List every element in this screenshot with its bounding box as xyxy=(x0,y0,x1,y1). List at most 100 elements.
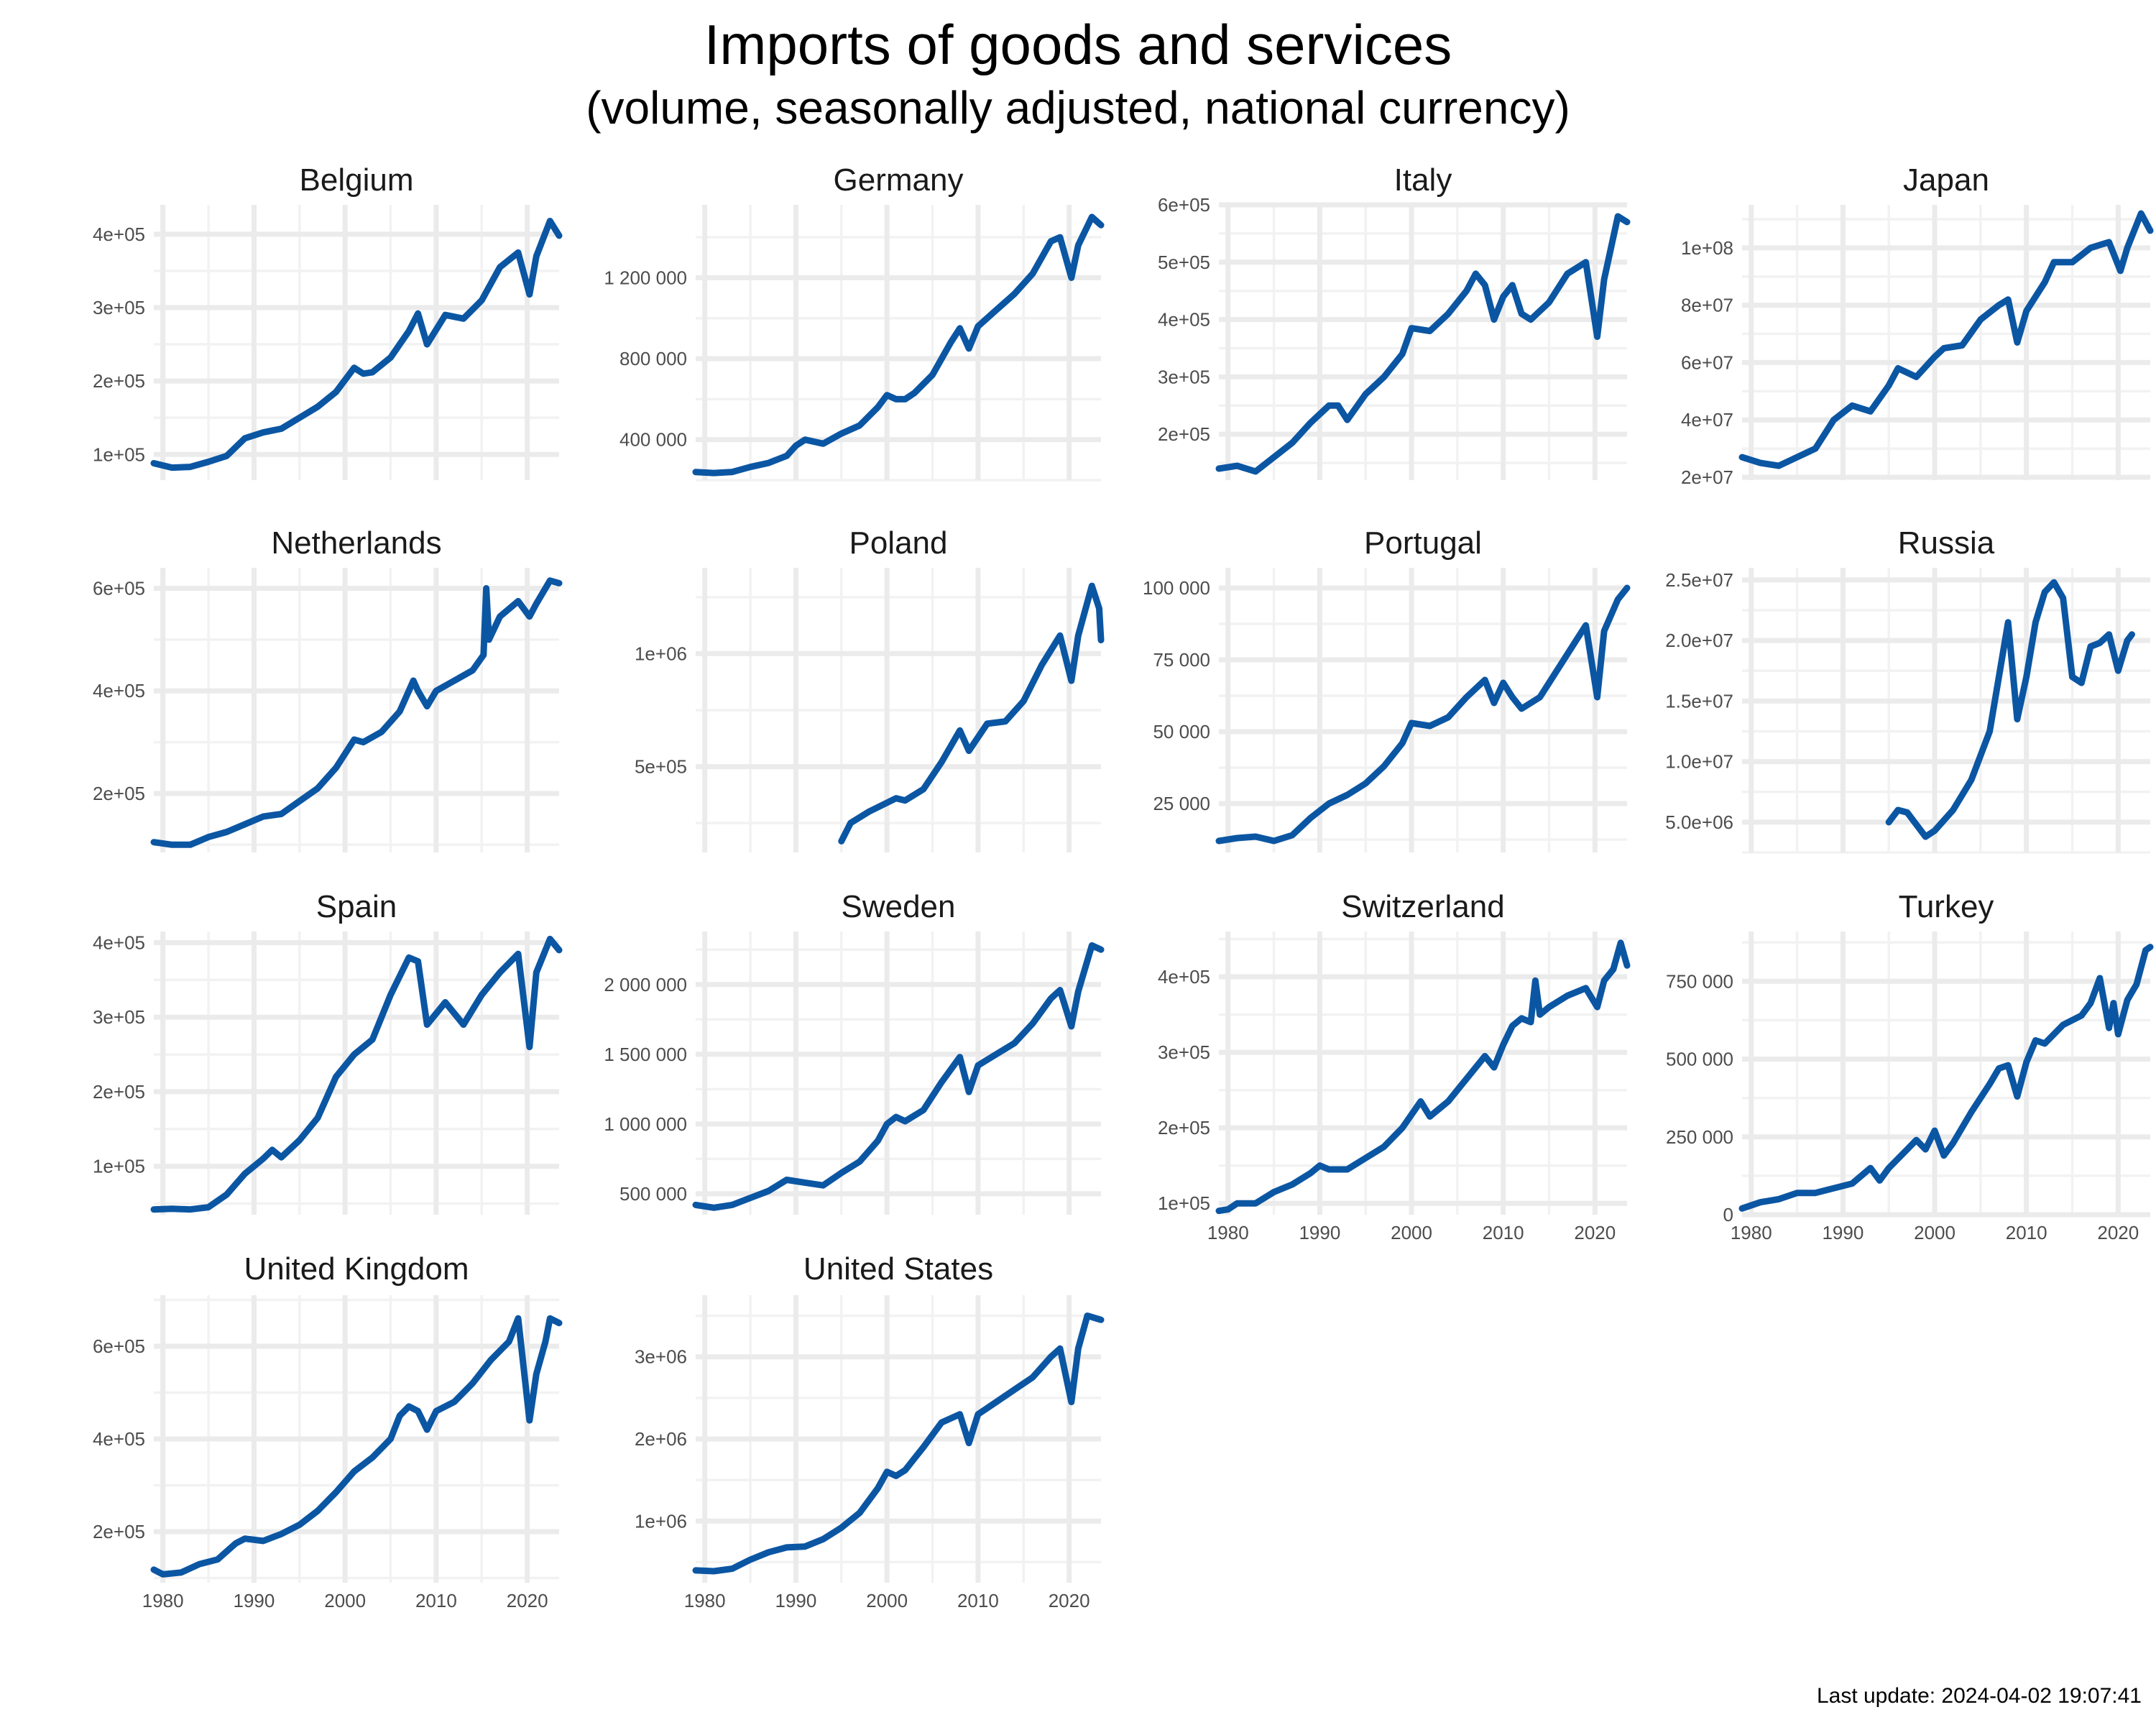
y-tick-label: 75 000 xyxy=(1153,649,1210,671)
y-tick-label: 25 000 xyxy=(1153,793,1210,814)
panel-japan: 2e+07 4e+07 6e+07 8e+07 1e+08 Japan xyxy=(1681,162,2154,488)
series-line xyxy=(838,582,1105,845)
panel-poland: 5e+05 1e+06 Poland xyxy=(635,525,1105,852)
y-tick-label: 6e+05 xyxy=(93,1335,145,1357)
x-tick-label: 2020 xyxy=(1574,1222,1616,1243)
y-tick-label: 2e+07 xyxy=(1681,466,1733,488)
panel-switzerland: 1e+05 2e+05 3e+05 4e+05 Switzerland 1980 1990 2… xyxy=(1158,889,1631,1243)
x-tick-label: 2010 xyxy=(415,1590,457,1611)
y-tick-label: 2e+05 xyxy=(93,370,145,392)
y-tick-label: 2.0e+07 xyxy=(1665,630,1733,651)
y-tick-label: 2.5e+07 xyxy=(1665,569,1733,591)
y-tick-label: 2e+05 xyxy=(93,1081,145,1103)
x-tick-label: 1990 xyxy=(775,1590,816,1611)
y-tick-label: 3e+05 xyxy=(1158,1041,1210,1063)
y-tick-label: 1e+08 xyxy=(1681,237,1733,259)
x-tick-label: 1980 xyxy=(1207,1222,1249,1243)
series-line xyxy=(150,935,563,1213)
panel-title: Turkey xyxy=(1899,889,1994,924)
series-line xyxy=(150,1315,563,1578)
y-tick-label: 3e+05 xyxy=(93,1006,145,1028)
panel-title: United States xyxy=(803,1251,993,1287)
panel-title: Japan xyxy=(1903,162,1989,198)
x-tick-label: 2010 xyxy=(2006,1222,2047,1243)
x-tick-label: 2020 xyxy=(507,1590,548,1611)
panel-netherlands: 2e+05 4e+05 6e+05 Netherlands xyxy=(93,525,563,852)
y-tick-label: 4e+05 xyxy=(93,224,145,245)
y-tick-label: 500 000 xyxy=(1666,1049,1733,1070)
series-line xyxy=(1215,584,1631,845)
series-line xyxy=(1738,944,2154,1212)
y-tick-label: 50 000 xyxy=(1153,721,1210,742)
series-line xyxy=(692,942,1105,1211)
panel-russia: 5.0e+06 1.0e+07 1.5e+07 2.0e+07 2.5e+07 Russi… xyxy=(1665,525,2150,854)
y-tick-label: 1e+05 xyxy=(93,1156,145,1177)
chart-title: Imports of goods and services xyxy=(704,13,1452,76)
y-tick-label: 3e+06 xyxy=(635,1346,687,1368)
y-tick-label: 4e+05 xyxy=(93,680,145,702)
y-tick-label: 1e+06 xyxy=(635,643,687,664)
y-tick-label: 250 000 xyxy=(1666,1126,1733,1148)
panel-italy: 2e+05 3e+05 4e+05 5e+05 6e+05 Italy xyxy=(1158,162,1631,480)
y-tick-label: 3e+05 xyxy=(1158,366,1210,387)
series-line xyxy=(150,577,563,848)
panel-title: Sweden xyxy=(841,889,955,924)
x-tick-label: 2000 xyxy=(866,1590,908,1611)
x-tick-label: 1980 xyxy=(684,1590,726,1611)
panel-united-states: 1e+06 2e+06 3e+06 United States 1980 1990 2000… xyxy=(635,1251,1105,1611)
panel-germany: 400 000 800 000 1 200 000 Germany xyxy=(604,162,1105,482)
y-tick-label: 2e+05 xyxy=(1158,423,1210,445)
x-tick-label: 1990 xyxy=(1822,1222,1864,1243)
y-tick-label: 1.5e+07 xyxy=(1665,690,1733,712)
panel-title: Russia xyxy=(1898,525,1995,561)
x-tick-label: 2000 xyxy=(1914,1222,1955,1243)
x-tick-label: 2000 xyxy=(324,1590,366,1611)
panel-united-kingdom: 2e+05 4e+05 6e+05 United Kingdom 1980 1990 200… xyxy=(93,1251,563,1611)
y-tick-label: 2e+05 xyxy=(93,1521,145,1542)
last-update-note: Last update: 2024-04-02 19:07:41 xyxy=(1816,1684,2142,1708)
y-tick-label: 750 000 xyxy=(1666,970,1733,992)
y-tick-label: 1e+05 xyxy=(93,443,145,465)
x-tick-label: 1980 xyxy=(142,1590,184,1611)
series-line xyxy=(692,213,1105,477)
series-line xyxy=(1215,213,1631,475)
x-tick-label: 2020 xyxy=(1049,1590,1090,1611)
y-tick-label: 1.0e+07 xyxy=(1665,751,1733,773)
y-tick-label: 4e+05 xyxy=(93,932,145,954)
panel-title: Switzerland xyxy=(1341,889,1504,924)
y-tick-label: 2e+05 xyxy=(93,783,145,804)
y-tick-label: 1e+06 xyxy=(635,1510,687,1532)
series-line xyxy=(1738,210,2154,469)
y-tick-label: 6e+05 xyxy=(93,578,145,599)
x-tick-label: 1990 xyxy=(1299,1222,1340,1243)
y-tick-label: 500 000 xyxy=(619,1183,687,1205)
x-tick-label: 1990 xyxy=(233,1590,275,1611)
x-tick-label: 2020 xyxy=(2097,1222,2139,1243)
y-tick-label: 5e+05 xyxy=(1158,252,1210,273)
y-tick-label: 4e+07 xyxy=(1681,409,1733,431)
panel-spain: 1e+05 2e+05 3e+05 4e+05 Spain xyxy=(93,889,563,1215)
y-tick-label: 5e+05 xyxy=(635,756,687,778)
x-tick-label: 2010 xyxy=(1483,1222,1524,1243)
panel-title: Germany xyxy=(834,162,964,198)
panel-title: Portugal xyxy=(1364,525,1482,561)
x-tick-label: 1980 xyxy=(1731,1222,1772,1243)
y-tick-label: 4e+05 xyxy=(1158,966,1210,988)
panel-title: Poland xyxy=(849,525,947,561)
x-tick-label: 2010 xyxy=(957,1590,999,1611)
x-tick-label: 2000 xyxy=(1391,1222,1432,1243)
y-tick-label: 0 xyxy=(1723,1204,1733,1225)
y-tick-label: 4e+05 xyxy=(1158,309,1210,331)
y-tick-label: 1 000 000 xyxy=(604,1113,687,1135)
y-tick-label: 2e+05 xyxy=(1158,1117,1210,1138)
panel-title: Spain xyxy=(316,889,397,924)
y-tick-label: 2 000 000 xyxy=(604,974,687,995)
y-tick-label: 1 500 000 xyxy=(604,1044,687,1065)
panel-sweden: 500 000 1 000 000 1 500 000 2 000 000 Sweden xyxy=(604,889,1105,1215)
series-line xyxy=(692,1312,1105,1575)
y-tick-label: 6e+05 xyxy=(1158,194,1210,216)
panel-title: United Kingdom xyxy=(244,1251,469,1287)
y-tick-label: 8e+07 xyxy=(1681,295,1733,316)
y-tick-label: 100 000 xyxy=(1143,577,1210,599)
